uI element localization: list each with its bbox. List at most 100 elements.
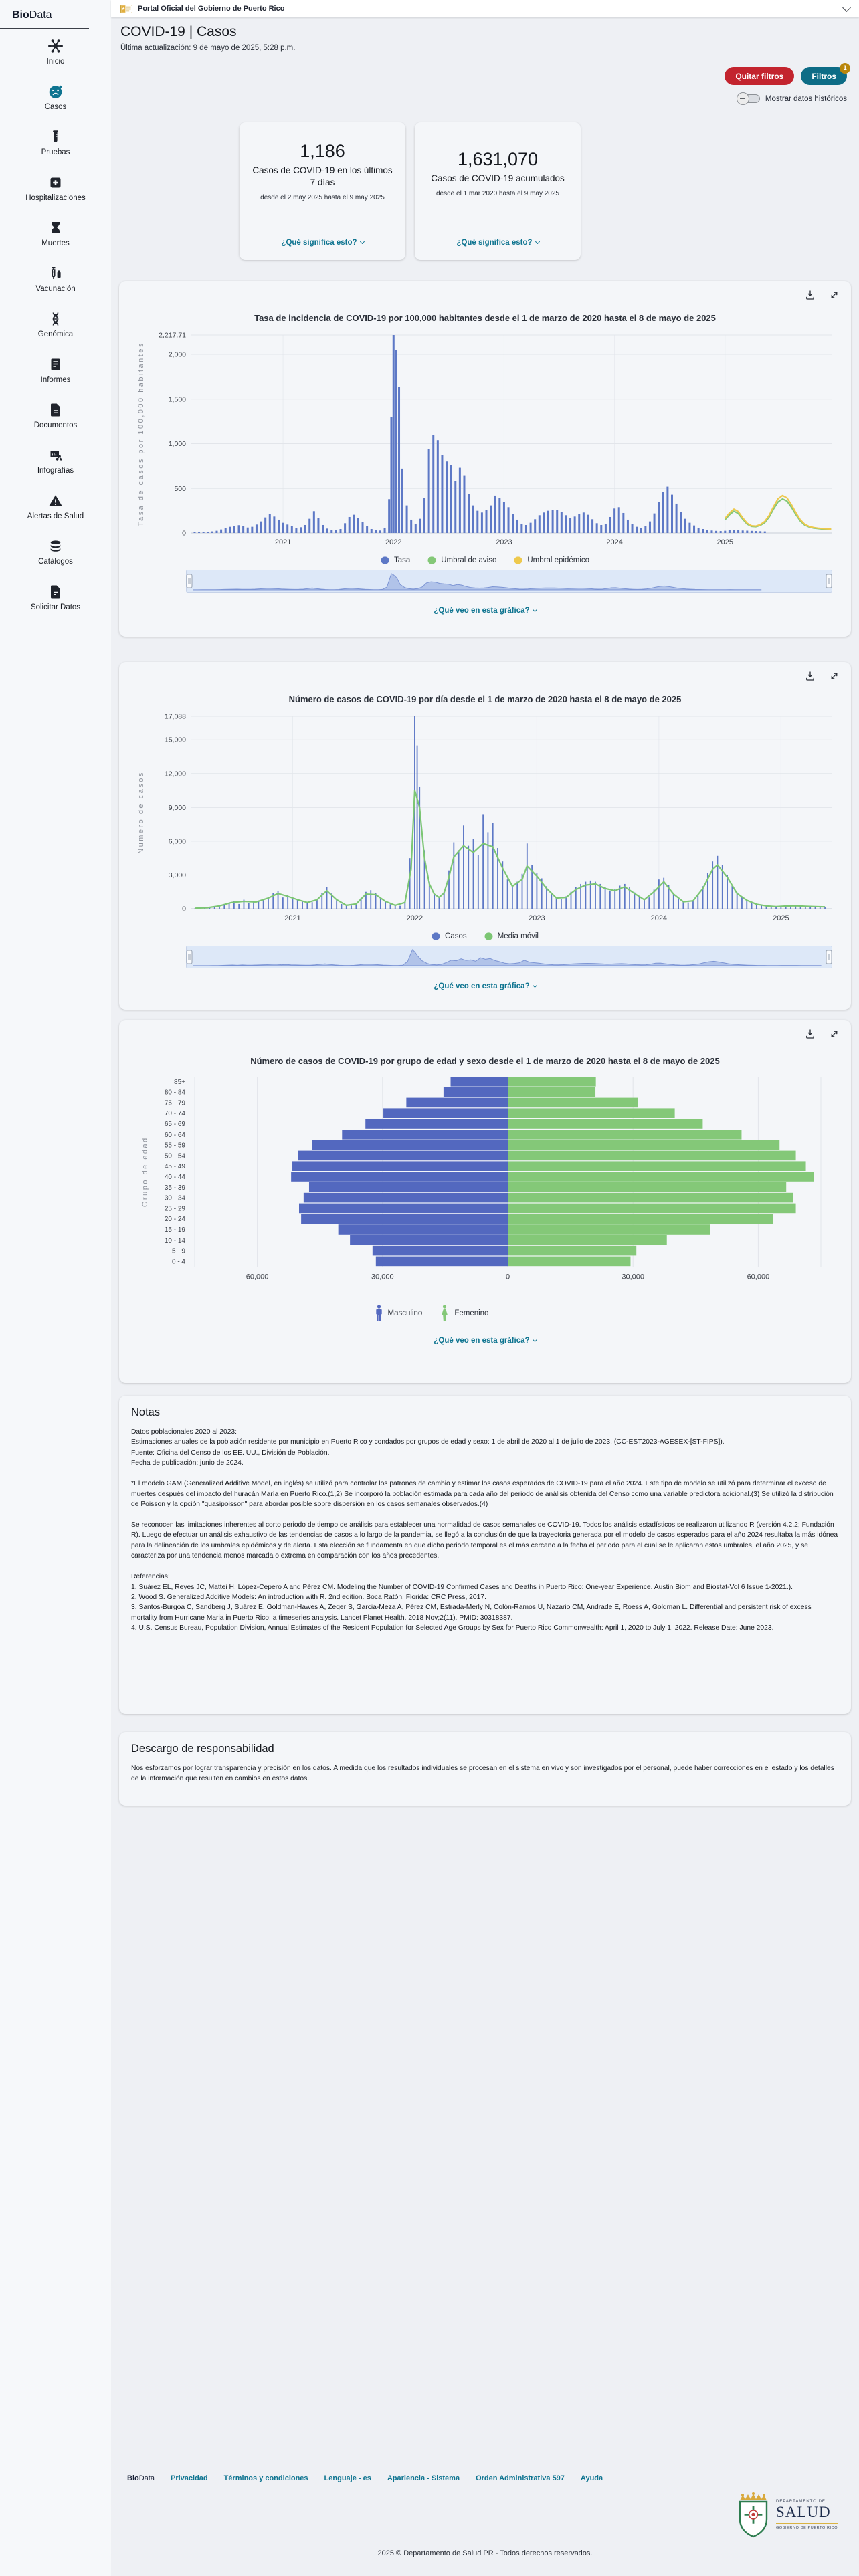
legend-item-umbral-epidémico[interactable]: Umbral epidémico — [514, 556, 589, 564]
bar-femenino-20 - 24 — [508, 1214, 773, 1224]
filters-button[interactable]: Filtros 1 — [801, 63, 850, 85]
svg-text:2024: 2024 — [606, 538, 622, 546]
navigator-handle[interactable] — [186, 950, 193, 964]
footer-link-privacidad[interactable]: Privacidad — [170, 2474, 208, 2482]
expand-icon[interactable] — [828, 1028, 840, 1040]
bar-femenino-10 - 14 — [508, 1235, 667, 1245]
footer-link-términos-y-condiciones[interactable]: Términos y condiciones — [223, 2474, 308, 2482]
legend-dot-icon — [432, 932, 440, 940]
footer-link-apariencia---sistema[interactable]: Apariencia - Sistema — [387, 2474, 460, 2482]
sidebar-item-label: Alertas de Salud — [27, 512, 84, 520]
male-person-icon — [375, 1305, 382, 1321]
sidebar-item-pruebas[interactable]: Pruebas — [0, 120, 111, 165]
range-slider[interactable] — [186, 946, 832, 968]
footer-link-orden-administrativa-597[interactable]: Orden Administrativa 597 — [476, 2474, 565, 2482]
bar-masculino-20 - 24 — [301, 1214, 508, 1224]
document-icon — [47, 402, 64, 418]
filters-count-badge: 1 — [840, 63, 850, 74]
bar-femenino-55 - 59 — [508, 1140, 780, 1150]
disclaimer-title: Descargo de responsabilidad — [131, 1743, 274, 1755]
sidebar-item-casos[interactable]: Casos — [0, 74, 111, 120]
svg-text:60 - 64: 60 - 64 — [165, 1132, 186, 1139]
sidebar: BioData Inicio Casos Pruebas Hospitalizacio… — [0, 0, 111, 2576]
chart-range-navigator[interactable] — [186, 946, 840, 972]
what-graph-link[interactable]: ¿Qué veo en esta gráfica? — [130, 607, 840, 615]
sidebar-item-inicio[interactable]: Inicio — [0, 29, 111, 74]
footer-link-biodata[interactable]: BioData — [127, 2474, 155, 2482]
logo-gov-line: GOBIERNO DE PUERTO RICO — [776, 2525, 838, 2530]
svg-text:2022: 2022 — [407, 914, 423, 922]
bar-masculino-40 - 44 — [291, 1172, 508, 1182]
chart-toolbar — [804, 289, 840, 301]
sidebar-item-informes[interactable]: Informes — [0, 347, 111, 393]
download-icon[interactable] — [804, 1028, 816, 1040]
bar-femenino-35 - 39 — [508, 1182, 787, 1192]
footer-link-ayuda[interactable]: Ayuda — [580, 2474, 603, 2482]
what-graph-link[interactable]: ¿Qué veo en esta gráfica? — [130, 1337, 840, 1345]
notes-title: Notas — [131, 1406, 161, 1418]
download-icon[interactable] — [804, 289, 816, 301]
svg-text:0: 0 — [182, 905, 186, 914]
sidebar-item-muertes[interactable]: Muertes — [0, 211, 111, 256]
what-means-link[interactable]: ¿Qué significa esto? — [456, 239, 540, 247]
y-axis-title: Grupo de edad — [141, 1136, 149, 1207]
sidebar-item-hospitalizaciones[interactable]: Hospitalizaciones — [0, 165, 111, 211]
bar-masculino-35 - 39 — [308, 1182, 508, 1192]
banner-chevron-down-icon[interactable] — [842, 3, 851, 12]
biodata-logo[interactable]: BioData — [0, 0, 89, 29]
expand-icon[interactable] — [828, 670, 840, 682]
bar-masculino-15 - 19 — [338, 1224, 508, 1235]
what-means-link[interactable]: ¿Qué significa esto? — [281, 239, 365, 247]
svg-text:0 - 4: 0 - 4 — [172, 1258, 185, 1265]
navigator-handle[interactable] — [186, 574, 193, 588]
sidebar-item-catálogos[interactable]: Catálogos — [0, 529, 111, 574]
chart-title: Número de casos de COVID-19 por grupo de… — [250, 1056, 720, 1066]
sidebar-item-vacunación[interactable]: Vacunación — [0, 256, 111, 302]
legend-item-casos[interactable]: Casos — [432, 932, 467, 940]
range-slider[interactable] — [186, 570, 832, 593]
stat-label: Casos de COVID-19 en los últimos 7 días — [252, 165, 393, 188]
bar-masculino-85+ — [450, 1077, 508, 1087]
hourglass-icon — [47, 220, 64, 236]
chart-legend: Tasa Umbral de aviso Umbral epidémico — [130, 556, 840, 564]
historic-data-toggle[interactable] — [736, 92, 760, 105]
svg-text:9,000: 9,000 — [169, 804, 186, 812]
chart-range-navigator[interactable] — [186, 570, 840, 596]
navigator-handle[interactable] — [826, 574, 832, 588]
legend-dot-icon — [427, 556, 436, 564]
bar-femenino-75 - 79 — [508, 1097, 638, 1108]
svg-text:500: 500 — [174, 485, 186, 493]
navigator-handle[interactable] — [826, 950, 832, 964]
legend-item-umbral-de-aviso[interactable]: Umbral de aviso — [427, 556, 496, 564]
notes-body: Datos poblacionales 2020 al 2023: Estima… — [131, 1428, 838, 1632]
daily-cases-chart: 0 3,000 6,000 9,000 12,000 15,000 17,088 2021 20… — [130, 711, 840, 930]
sidebar-item-genómica[interactable]: Genómica — [0, 302, 111, 347]
svg-text:12,000: 12,000 — [165, 770, 186, 778]
notes-card: Notas Datos poblacionales 2020 al 2023: … — [119, 1396, 851, 1714]
chevron-down-icon — [535, 239, 540, 245]
stat-value: 1,186 — [300, 141, 345, 161]
historic-toggle-row: Mostrar datos históricos — [736, 92, 847, 105]
what-graph-link[interactable]: ¿Qué veo en esta gráfica? — [130, 982, 840, 990]
sidebar-item-alertas-de-salud[interactable]: Alertas de Salud — [0, 484, 111, 529]
svg-text:60,000: 60,000 — [747, 1273, 770, 1281]
footer-link-lenguaje---es[interactable]: Lenguaje - es — [324, 2474, 371, 2482]
legend-item-masculino[interactable]: Masculino — [375, 1305, 422, 1322]
sidebar-item-solicitar-datos[interactable]: Solicitar Datos — [0, 574, 111, 620]
svg-text:2021: 2021 — [284, 914, 300, 922]
bar-masculino-70 - 74 — [383, 1108, 508, 1118]
download-icon[interactable] — [804, 670, 816, 682]
sidebar-item-infografías[interactable]: Infografías — [0, 438, 111, 484]
remove-filters-button[interactable]: Quitar filtros — [725, 67, 795, 85]
last-updated: Última actualización: 9 de mayo de 2025,… — [120, 44, 296, 52]
dna-icon — [47, 311, 64, 327]
legend-item-femenino[interactable]: Femenino — [440, 1305, 488, 1322]
svg-text:3,000: 3,000 — [169, 871, 186, 879]
expand-icon[interactable] — [828, 289, 840, 301]
sidebar-item-documentos[interactable]: Documentos — [0, 393, 111, 438]
svg-text:5 - 9: 5 - 9 — [172, 1248, 185, 1255]
legend-item-tasa[interactable]: Tasa — [381, 556, 410, 564]
filter-buttons: Quitar filtros Filtros 1 — [725, 63, 850, 85]
legend-item-media-móvil[interactable]: Media móvil — [484, 932, 539, 940]
bar-femenino-25 - 29 — [508, 1203, 796, 1214]
